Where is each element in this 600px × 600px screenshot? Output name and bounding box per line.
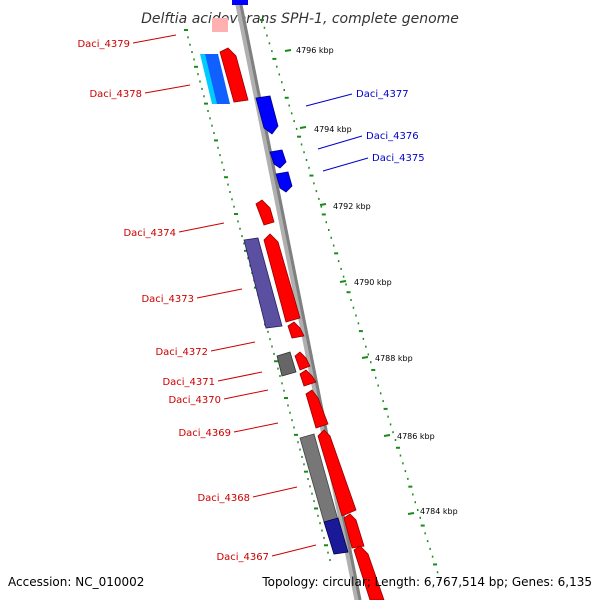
kbp-label: 4790 kbp [354,278,392,287]
cds-bar-daci-4378-b[interactable] [205,54,230,104]
gc-skew-track [184,19,441,581]
gene-arrow-daci-4378[interactable] [219,47,249,103]
gene-label-daci-4370[interactable]: Daci_4370 [168,395,221,406]
accession-text: Accession: NC_010002 [8,575,144,589]
kbp-label: 4792 kbp [333,202,371,211]
forward-gene-labels: Daci_4379 Daci_4378 Daci_4374 Daci_4373 … [77,34,317,563]
leader-line [317,135,363,150]
kbp-tick-mark [361,356,369,359]
kbp-label: 4794 kbp [314,125,352,134]
gene-arrow-daci-4372[interactable] [287,321,305,339]
gene-arrow-daci-4370[interactable] [299,369,317,387]
gene-label-daci-4374[interactable]: Daci_4374 [123,228,176,239]
kbp-tick-mark [284,49,292,52]
leader-line [322,157,369,172]
gene-arrow-daci-4371[interactable] [294,351,311,371]
gene-arrow-daci-4368[interactable] [317,429,357,517]
cds-bar-daci-4367[interactable] [323,517,349,555]
kbp-label: 4784 kbp [420,507,458,516]
gene-arrow-bottom[interactable] [353,545,385,600]
leader-line [144,84,191,94]
gene-label-daci-4373[interactable]: Daci_4373 [141,294,194,305]
leader-line [196,288,243,299]
gene-arrow-daci-4376[interactable] [269,149,287,169]
gene-label-daci-4369[interactable]: Daci_4369 [178,428,231,439]
topology-text: Topology: circular; Length: 6,767,514 bp… [261,575,592,589]
gene-label-daci-4367[interactable]: Daci_4367 [216,552,269,563]
cds-bar-daci-4371[interactable] [276,351,297,377]
gene-label-daci-4377[interactable]: Daci_4377 [356,89,409,100]
leader-line [252,486,298,498]
leader-line [233,422,279,433]
gene-arrow-daci-4379[interactable] [212,18,228,32]
kbp-tick-mark [339,280,347,283]
leader-line [271,544,317,557]
gene-arrow-top[interactable] [232,0,248,5]
leader-line [210,341,256,352]
gene-arrow-daci-4377[interactable] [255,95,279,135]
kbp-label: 4788 kbp [375,354,413,363]
leader-line [178,222,225,233]
gene-arrow-daci-4367[interactable] [343,513,365,549]
kbp-tick-mark [319,203,327,206]
gene-label-daci-4375[interactable]: Daci_4375 [372,153,425,164]
kbp-label: 4786 kbp [397,432,435,441]
kbp-tick-mark [407,512,415,515]
gene-label-daci-4376[interactable]: Daci_4376 [366,131,419,142]
gene-label-daci-4371[interactable]: Daci_4371 [162,377,215,388]
leader-line [217,371,263,382]
kbp-tick-mark [299,126,307,129]
gene-arrow-daci-4369[interactable] [305,389,329,429]
cds-bar-daci-4373[interactable] [243,237,283,329]
kbp-scale: 4796 kbp 4794 kbp 4792 kbp 4790 kbp 4788… [284,46,458,516]
gene-label-daci-4372[interactable]: Daci_4372 [155,347,208,358]
gene-label-daci-4368[interactable]: Daci_4368 [197,493,250,504]
gene-arrow-daci-4375[interactable] [275,171,293,193]
reverse-gene-labels: Daci_4377 Daci_4376 Daci_4375 [305,89,425,172]
gene-features [200,0,385,600]
leader-line [132,34,177,44]
kbp-label: 4796 kbp [296,46,334,55]
map-title: Delftia acidovorans SPH-1, complete geno… [141,11,459,27]
gene-arrow-daci-4374[interactable] [255,199,275,226]
leader-line [223,389,269,400]
gene-label-daci-4378[interactable]: Daci_4378 [89,89,142,100]
gene-arrow-daci-4373[interactable] [263,233,301,323]
kbp-tick-mark [383,434,391,437]
leader-line [305,93,353,107]
gene-label-daci-4379[interactable]: Daci_4379 [77,39,130,50]
